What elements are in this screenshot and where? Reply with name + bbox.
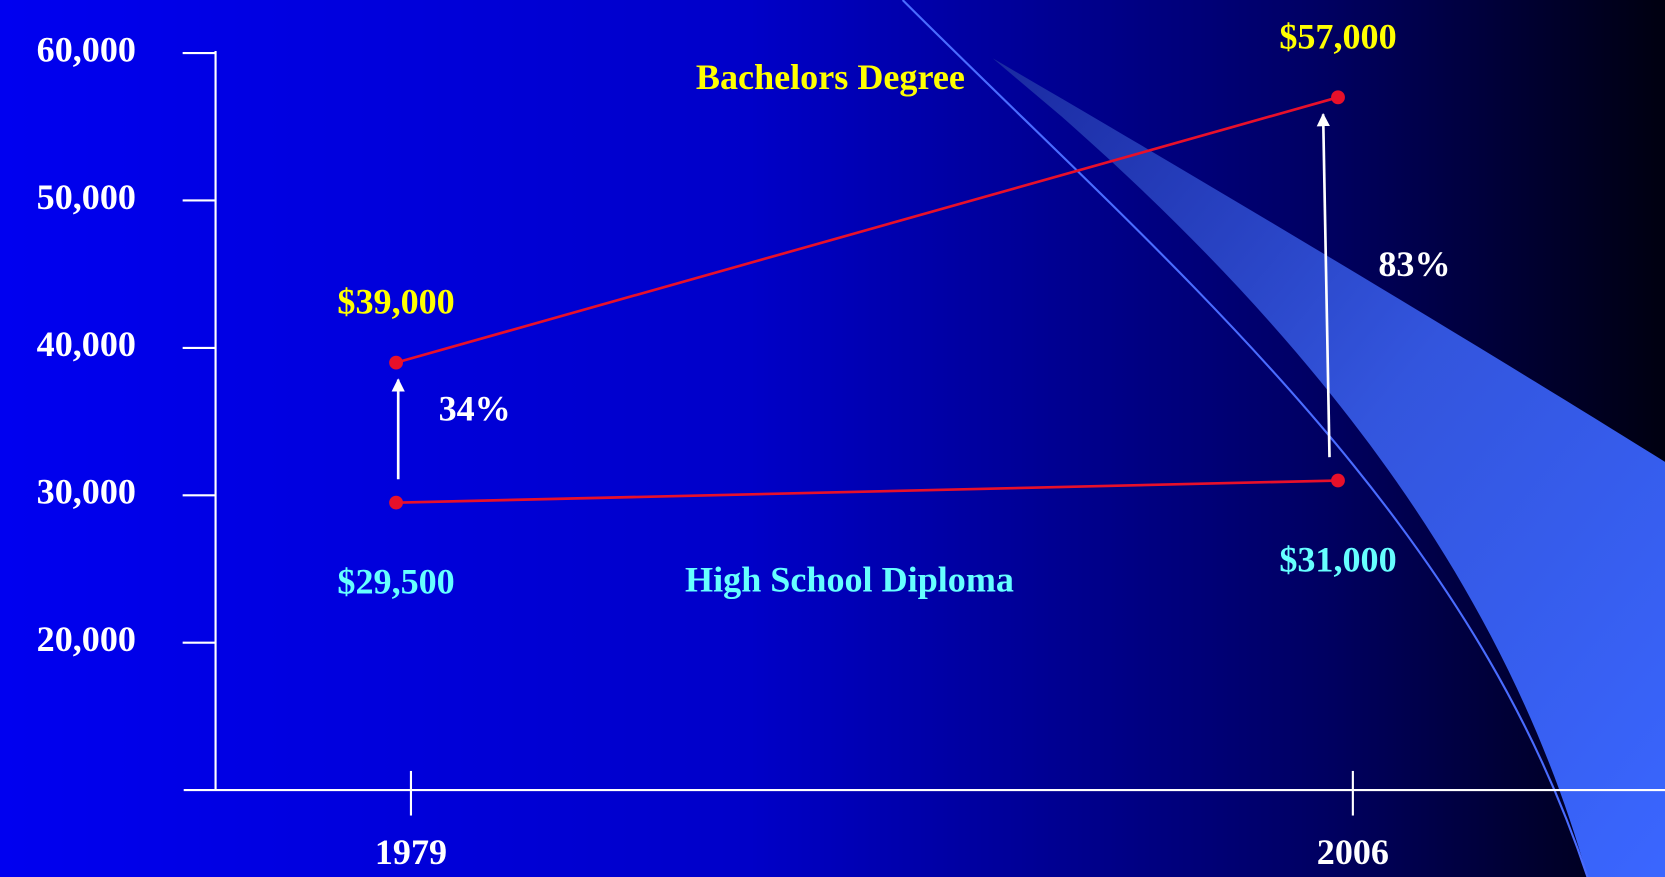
point (389, 495, 403, 510)
value-label: $39,000 (337, 282, 454, 322)
annotation: 83% (1378, 244, 1450, 284)
y-tick-label: 50,000 (37, 177, 136, 217)
x-tick-label: 1979 (375, 832, 447, 872)
swoosh-edge (901, 0, 1589, 877)
y-tick-label: 30,000 (37, 472, 136, 512)
annotation: 34% (439, 388, 511, 428)
y-tick-label: 20,000 (37, 619, 136, 659)
point (389, 355, 403, 370)
x-tick-label: 2006 (1317, 832, 1389, 872)
point (1331, 473, 1345, 488)
series-line (396, 479, 1339, 504)
series-name: Bachelors Degree (696, 57, 965, 97)
swoosh (992, 58, 1665, 877)
y-tick-label: 40,000 (37, 324, 136, 364)
point (1331, 90, 1345, 105)
series-name: High School Diploma (685, 559, 1014, 599)
series-line (395, 96, 1339, 364)
y-tick-label: 60,000 (37, 29, 136, 69)
arrow (1316, 112, 1331, 458)
value-label: $29,500 (337, 562, 454, 602)
value-label: $57,000 (1279, 16, 1396, 56)
value-label: $31,000 (1279, 540, 1396, 580)
